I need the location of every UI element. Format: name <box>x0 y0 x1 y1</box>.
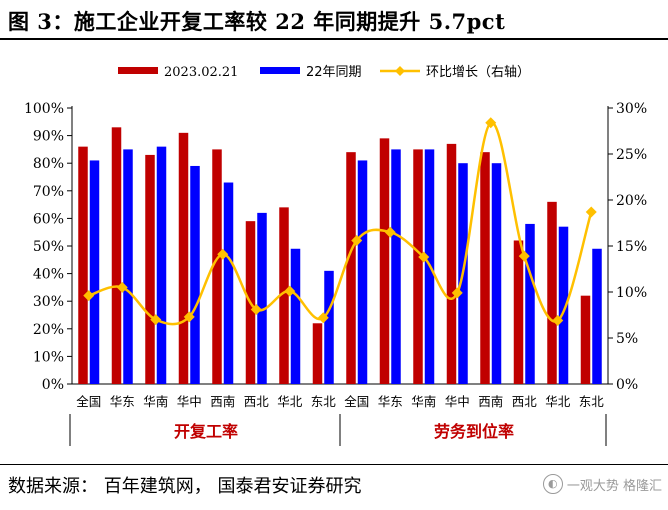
bar-series-2 <box>558 226 569 384</box>
point-series-3 <box>116 281 128 293</box>
point-series-3 <box>552 315 564 327</box>
point-series-3 <box>150 314 162 326</box>
right-tick-label: 30% <box>616 101 647 117</box>
right-tick-label: 10% <box>616 285 647 301</box>
bar-series-1 <box>279 207 289 384</box>
bar-series-2 <box>324 270 334 384</box>
watermark-text: 一观大势 格隆汇 <box>566 478 662 494</box>
bar-series-1 <box>513 240 524 384</box>
bar-series-2 <box>290 248 301 384</box>
x-tick-label: 西北 <box>244 394 270 409</box>
bar-series-2 <box>357 160 368 384</box>
bar-series-2 <box>391 149 401 384</box>
bar-series-1 <box>480 152 490 384</box>
point-series-3 <box>351 234 363 246</box>
x-tick-label: 东北 <box>311 394 337 409</box>
right-tick-label: 20% <box>616 193 647 209</box>
x-tick-label: 全国 <box>344 394 369 409</box>
legend-label-series-1: 2023.02.21 <box>164 65 238 80</box>
x-tick-label: 全国 <box>76 394 101 409</box>
bar-series-1 <box>312 323 323 384</box>
group-label: 开复工率 <box>174 422 238 441</box>
left-tick-label: 50% <box>33 239 64 255</box>
point-series-3 <box>451 287 463 299</box>
x-tick-label: 西南 <box>478 394 503 409</box>
bar-series-2 <box>491 163 502 384</box>
bar-series-1 <box>145 154 155 384</box>
left-tick-label: 60% <box>33 211 64 227</box>
chart: 2023.02.21 22年同期 环比增长（右轴） 0% 10% 20% 30% 40% 50%… <box>24 65 647 446</box>
point-series-3 <box>217 248 229 260</box>
source-divider <box>0 464 668 465</box>
left-tick-label: 80% <box>33 156 64 172</box>
x-tick-label: 华东 <box>110 394 135 409</box>
title-divider <box>0 38 668 40</box>
bar-series-1 <box>178 132 189 384</box>
watermark: ◐ 一观大势 格隆汇 <box>542 474 662 494</box>
right-tick-label: 5% <box>616 331 638 347</box>
x-tick-label: 东北 <box>579 394 605 409</box>
point-series-3 <box>485 117 497 129</box>
bar-series-2 <box>156 146 167 384</box>
legend-label-series-2: 22年同期 <box>306 65 362 80</box>
left-tick-label: 20% <box>33 322 64 338</box>
point-series-3 <box>418 251 430 263</box>
legend-swatch-series-2 <box>260 67 300 74</box>
x-tick-label: 华南 <box>411 394 436 409</box>
left-tick-label: 10% <box>33 349 64 365</box>
watermark-logo-icon: ◐ <box>542 474 563 494</box>
point-series-3 <box>83 290 95 302</box>
x-tick-label: 西南 <box>210 394 235 409</box>
bar-series-1 <box>212 149 222 384</box>
legend-marker-series-3 <box>395 66 405 76</box>
bar-series-1 <box>379 138 390 384</box>
x-tick-label: 华北 <box>277 394 303 409</box>
bar-series-1 <box>547 201 557 384</box>
x-tick-label: 华中 <box>177 394 202 409</box>
bar-series-1 <box>413 149 423 384</box>
left-tick-label: 70% <box>33 184 64 200</box>
figure-title: 图 3：施工企业开复工率较 22 年同期提升 5.7pct <box>8 9 506 34</box>
left-tick-label: 100% <box>24 101 64 117</box>
point-series-3 <box>317 312 329 324</box>
legend-label-series-3: 环比增长（右轴） <box>426 65 530 80</box>
x-tick-label: 华中 <box>445 394 470 409</box>
bar-series-1 <box>580 295 591 384</box>
bar-series-1 <box>446 143 457 384</box>
left-tick-label: 30% <box>33 294 64 310</box>
point-series-3 <box>183 311 195 323</box>
bar-series-2 <box>592 248 602 384</box>
bar-series-1 <box>78 146 88 384</box>
bar-series-2 <box>89 160 100 384</box>
x-tick-label: 华东 <box>378 394 403 409</box>
point-series-3 <box>585 206 597 218</box>
point-series-3 <box>384 226 396 238</box>
left-tick-label: 0% <box>42 377 64 393</box>
bar-series-2 <box>123 149 133 384</box>
point-series-3 <box>250 303 262 315</box>
right-tick-label: 25% <box>616 147 647 163</box>
source-note: 数据来源： 百年建筑网， 国泰君安证券研究 <box>8 476 362 497</box>
x-tick-label: 华北 <box>545 394 571 409</box>
bar-series-1 <box>346 152 356 384</box>
left-tick-label: 40% <box>33 267 64 283</box>
x-tick-label: 华南 <box>143 394 168 409</box>
bar-series-2 <box>525 223 535 384</box>
legend-swatch-series-1 <box>118 67 158 74</box>
group-label: 劳务到位率 <box>434 422 514 441</box>
point-series-3 <box>518 250 530 262</box>
bar-series-2 <box>190 165 200 384</box>
point-series-3 <box>284 285 296 297</box>
x-tick-label: 西北 <box>512 394 538 409</box>
bar-series-2 <box>223 182 234 384</box>
left-tick-label: 90% <box>33 129 64 145</box>
right-tick-label: 0% <box>616 377 638 393</box>
bar-series-1 <box>111 127 122 384</box>
right-tick-label: 15% <box>616 239 647 255</box>
bar-series-2 <box>257 212 267 384</box>
